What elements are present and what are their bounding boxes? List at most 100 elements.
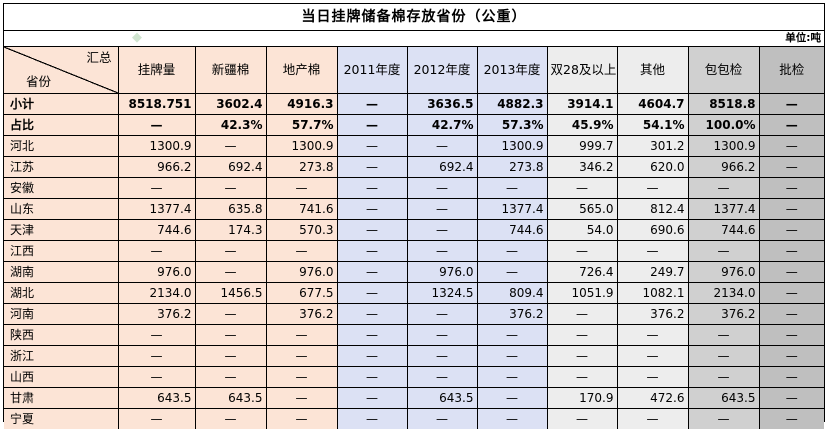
watermark-logo: ◆ bbox=[132, 30, 143, 45]
province-cell: 占比 bbox=[4, 115, 118, 136]
value-cell: — bbox=[688, 409, 759, 429]
column-header: 包包检 bbox=[688, 47, 759, 94]
unit-label: 单位:吨 bbox=[4, 31, 824, 47]
value-cell: — bbox=[407, 241, 477, 262]
value-cell: — bbox=[195, 136, 266, 157]
value-cell: 376.2 bbox=[477, 304, 547, 325]
province-cell: 湖南 bbox=[4, 262, 118, 283]
value-cell: 472.6 bbox=[617, 388, 688, 409]
table-row: 占比—42.3%57.7%—42.7%57.3%45.9%54.1%100.0%… bbox=[4, 115, 824, 136]
value-cell: — bbox=[547, 367, 617, 388]
value-cell: — bbox=[337, 178, 407, 199]
value-cell: 1082.1 bbox=[617, 283, 688, 304]
value-cell: — bbox=[195, 325, 266, 346]
value-cell: 1300.9 bbox=[266, 136, 337, 157]
value-cell: 273.8 bbox=[266, 157, 337, 178]
value-cell: — bbox=[195, 409, 266, 429]
value-cell: — bbox=[617, 241, 688, 262]
value-cell: 620.0 bbox=[617, 157, 688, 178]
value-cell: — bbox=[407, 325, 477, 346]
value-cell: — bbox=[118, 178, 195, 199]
table-row: 安徽—————————— bbox=[4, 178, 824, 199]
province-cell: 浙江 bbox=[4, 346, 118, 367]
value-cell: — bbox=[759, 346, 824, 367]
value-cell: 744.6 bbox=[118, 220, 195, 241]
value-cell: — bbox=[266, 325, 337, 346]
value-cell: 1051.9 bbox=[547, 283, 617, 304]
value-cell: 809.4 bbox=[477, 283, 547, 304]
value-cell: — bbox=[759, 199, 824, 220]
value-cell: 8518.751 bbox=[118, 94, 195, 115]
corner-header: 汇总 省份 bbox=[4, 47, 118, 94]
value-cell: 976.0 bbox=[688, 262, 759, 283]
value-cell: — bbox=[266, 367, 337, 388]
value-cell: — bbox=[759, 94, 824, 115]
value-cell: 690.6 bbox=[617, 220, 688, 241]
value-cell: 301.2 bbox=[617, 136, 688, 157]
value-cell: 643.5 bbox=[118, 388, 195, 409]
province-cell: 甘肃 bbox=[4, 388, 118, 409]
value-cell: — bbox=[118, 367, 195, 388]
value-cell: 1377.4 bbox=[477, 199, 547, 220]
province-cell: 河北 bbox=[4, 136, 118, 157]
table-row: 陕西—————————— bbox=[4, 325, 824, 346]
value-cell: — bbox=[337, 199, 407, 220]
value-cell: 966.2 bbox=[118, 157, 195, 178]
value-cell: — bbox=[547, 178, 617, 199]
value-cell: — bbox=[688, 241, 759, 262]
cotton-reserve-table: 汇总 省份 挂牌量 新疆棉 地产棉 2011年度 2012年度 2013年度 双… bbox=[4, 47, 824, 429]
value-cell: — bbox=[118, 325, 195, 346]
value-cell: — bbox=[195, 304, 266, 325]
value-cell: — bbox=[266, 346, 337, 367]
column-header: 2013年度 bbox=[477, 47, 547, 94]
value-cell: 54.1% bbox=[617, 115, 688, 136]
value-cell: — bbox=[688, 367, 759, 388]
value-cell: 3636.5 bbox=[407, 94, 477, 115]
column-header: 双28及以上 bbox=[547, 47, 617, 94]
value-cell: 249.7 bbox=[617, 262, 688, 283]
value-cell: — bbox=[617, 367, 688, 388]
value-cell: 42.3% bbox=[195, 115, 266, 136]
value-cell: 976.0 bbox=[118, 262, 195, 283]
value-cell: 744.6 bbox=[477, 220, 547, 241]
value-cell: — bbox=[547, 409, 617, 429]
value-cell: 677.5 bbox=[266, 283, 337, 304]
corner-bottom-label: 省份 bbox=[26, 75, 51, 89]
value-cell: — bbox=[266, 178, 337, 199]
value-cell: — bbox=[407, 409, 477, 429]
value-cell: 692.4 bbox=[407, 157, 477, 178]
value-cell: 1377.4 bbox=[688, 199, 759, 220]
value-cell: — bbox=[759, 157, 824, 178]
value-cell: — bbox=[617, 178, 688, 199]
value-cell: 976.0 bbox=[407, 262, 477, 283]
value-cell: 570.3 bbox=[266, 220, 337, 241]
value-cell: 635.8 bbox=[195, 199, 266, 220]
value-cell: — bbox=[266, 388, 337, 409]
value-cell: 3914.1 bbox=[547, 94, 617, 115]
value-cell: 174.3 bbox=[195, 220, 266, 241]
column-header: 批检 bbox=[759, 47, 824, 94]
value-cell: — bbox=[407, 199, 477, 220]
report-frame: 当日挂牌储备棉存放省份（公重） 单位:吨 汇总 省份 挂牌量 新疆棉 bbox=[3, 3, 825, 422]
value-cell: — bbox=[337, 346, 407, 367]
value-cell: 376.2 bbox=[617, 304, 688, 325]
value-cell: — bbox=[195, 346, 266, 367]
value-cell: 1456.5 bbox=[195, 283, 266, 304]
value-cell: 726.4 bbox=[547, 262, 617, 283]
value-cell: 170.9 bbox=[547, 388, 617, 409]
value-cell: — bbox=[337, 283, 407, 304]
value-cell: — bbox=[337, 409, 407, 429]
value-cell: 643.5 bbox=[688, 388, 759, 409]
value-cell: — bbox=[195, 241, 266, 262]
value-cell: — bbox=[688, 346, 759, 367]
value-cell: 45.9% bbox=[547, 115, 617, 136]
value-cell: — bbox=[688, 178, 759, 199]
value-cell: — bbox=[407, 178, 477, 199]
column-header: 2011年度 bbox=[337, 47, 407, 94]
value-cell: — bbox=[407, 136, 477, 157]
